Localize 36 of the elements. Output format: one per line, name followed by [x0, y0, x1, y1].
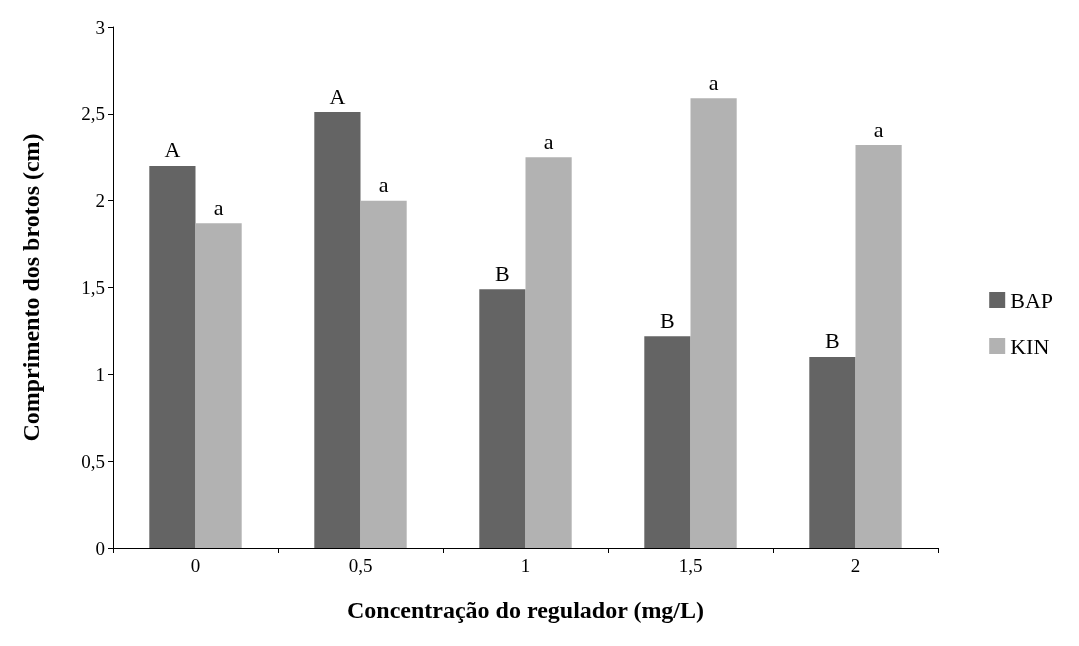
y-tick-label: 2,5 — [81, 103, 105, 125]
y-tick-label: 0,5 — [81, 450, 105, 472]
y-tick-label: 1,5 — [81, 277, 105, 298]
legend-label: KIN — [1010, 333, 1050, 359]
y-tick-label: 3 — [95, 16, 105, 38]
annotation: A — [329, 83, 346, 109]
bar — [644, 336, 691, 548]
bar — [855, 145, 902, 548]
annotation: a — [873, 116, 884, 142]
x-tick-label: 0,5 — [348, 555, 373, 576]
bar — [195, 223, 242, 548]
bar — [479, 289, 526, 548]
bar — [149, 165, 196, 548]
annotation: a — [378, 172, 389, 198]
x-tick-label: 1 — [520, 555, 531, 576]
x-tick-label: 1,5 — [678, 555, 703, 576]
y-tick-label: 1 — [95, 363, 105, 385]
annotation: B — [660, 307, 675, 333]
x-tick-label: 0 — [190, 555, 201, 576]
y-tick-label: 0 — [95, 537, 105, 559]
bar — [360, 200, 407, 548]
annotation: a — [708, 69, 719, 95]
annotation: a — [213, 194, 224, 220]
y-axis-title: Comprimento dos brotos (cm) — [18, 133, 44, 442]
x-tick-label: 2 — [850, 555, 861, 576]
annotation: A — [164, 137, 181, 163]
x-axis-title: Concentração do regulador (mg/L) — [346, 597, 705, 623]
annotation: B — [495, 260, 510, 286]
annotation: B — [825, 328, 840, 354]
bar — [525, 157, 572, 548]
y-tick-label: 2 — [95, 190, 105, 212]
bar — [314, 112, 361, 548]
annotation: a — [543, 128, 554, 154]
bar — [690, 98, 737, 548]
legend-label: BAP — [1010, 287, 1053, 313]
bar — [809, 356, 856, 548]
